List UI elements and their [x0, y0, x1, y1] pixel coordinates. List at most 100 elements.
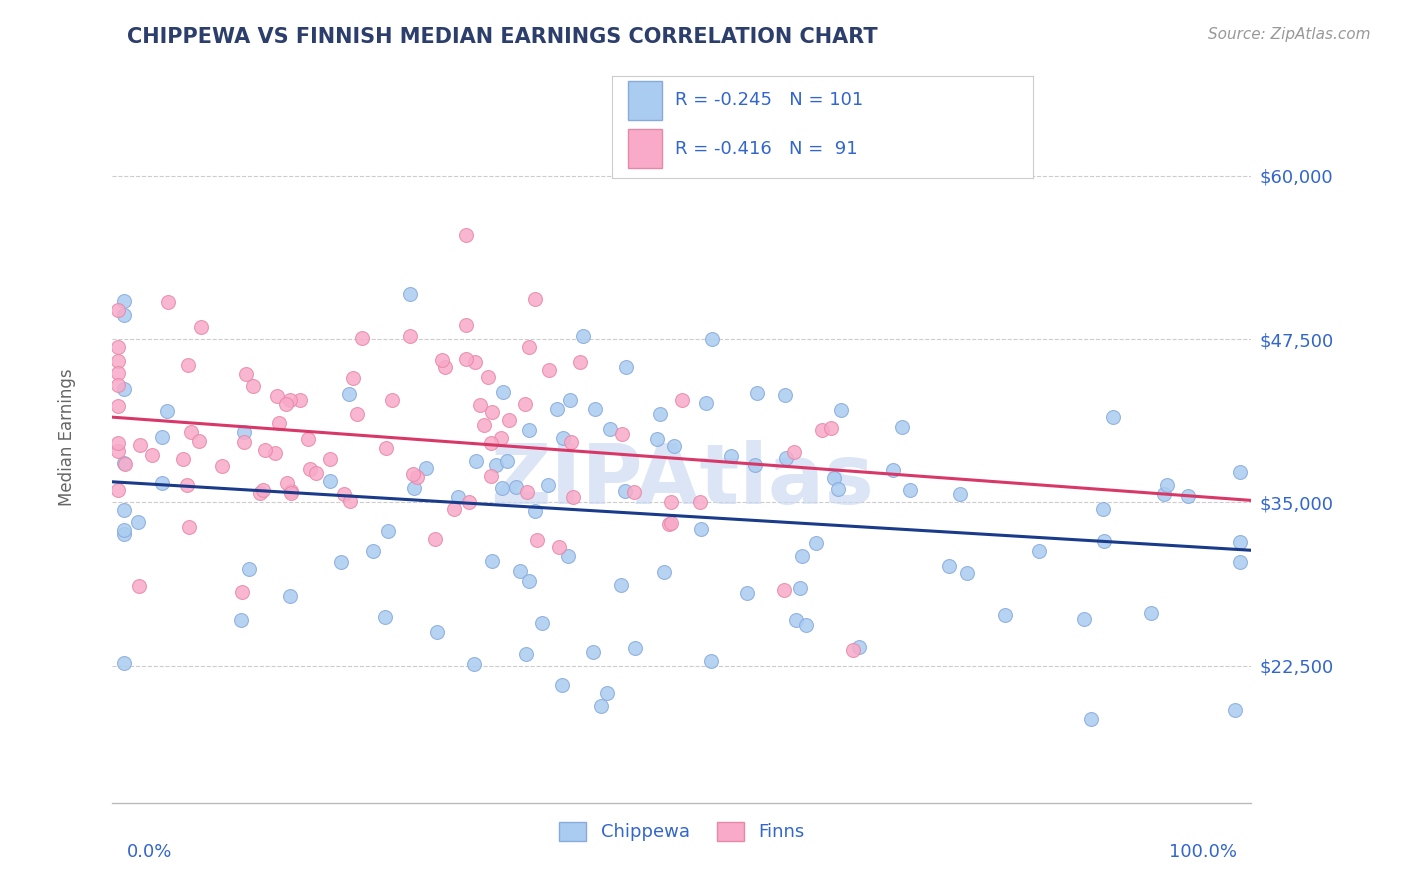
- Point: [1140, 607, 1163, 621]
- Point: [599, 422, 621, 436]
- Point: [553, 431, 575, 445]
- Point: [1223, 703, 1246, 717]
- Point: [536, 478, 558, 492]
- Point: [773, 582, 796, 597]
- Point: [375, 441, 398, 455]
- Point: [648, 408, 671, 422]
- Point: [112, 382, 135, 396]
- Point: [898, 483, 921, 497]
- Point: [463, 657, 485, 672]
- Point: [744, 458, 766, 472]
- Point: [150, 430, 173, 444]
- Point: [994, 607, 1017, 622]
- Point: [150, 475, 173, 490]
- Point: [519, 423, 541, 437]
- Point: [526, 533, 548, 547]
- Point: [280, 483, 302, 498]
- Point: [1073, 612, 1095, 626]
- Point: [107, 483, 129, 497]
- Point: [1156, 477, 1178, 491]
- Point: [454, 318, 477, 332]
- Point: [820, 421, 842, 435]
- Point: [505, 480, 527, 494]
- Point: [337, 387, 360, 401]
- Point: [232, 434, 254, 449]
- Point: [266, 389, 288, 403]
- Point: [470, 398, 492, 412]
- Point: [425, 532, 447, 546]
- Point: [157, 294, 180, 309]
- Point: [548, 540, 571, 554]
- Point: [1028, 543, 1050, 558]
- Point: [582, 644, 605, 658]
- Point: [381, 392, 404, 407]
- Point: [938, 559, 960, 574]
- Point: [179, 425, 201, 439]
- Point: [1080, 712, 1102, 726]
- Point: [530, 616, 553, 631]
- Point: [827, 483, 849, 497]
- Point: [848, 640, 870, 654]
- Point: [1101, 410, 1123, 425]
- Point: [264, 446, 287, 460]
- Point: [689, 495, 711, 509]
- Point: [596, 686, 619, 700]
- Point: [299, 462, 322, 476]
- Point: [489, 431, 512, 445]
- Point: [517, 574, 540, 589]
- Point: [107, 354, 129, 368]
- Point: [107, 436, 129, 450]
- Point: [231, 584, 253, 599]
- Point: [141, 448, 163, 462]
- Point: [659, 516, 682, 531]
- Point: [288, 392, 311, 407]
- Point: [112, 523, 135, 537]
- Point: [458, 495, 481, 509]
- Point: [238, 562, 260, 576]
- Point: [339, 493, 361, 508]
- Point: [509, 564, 531, 578]
- Point: [319, 475, 342, 489]
- Point: [571, 329, 593, 343]
- Point: [456, 352, 478, 367]
- Point: [464, 355, 486, 369]
- Text: CHIPPEWA VS FINNISH MEDIAN EARNINGS CORRELATION CHART: CHIPPEWA VS FINNISH MEDIAN EARNINGS CORR…: [127, 27, 877, 46]
- Point: [342, 371, 364, 385]
- Point: [560, 393, 582, 408]
- Point: [700, 654, 723, 668]
- Point: [114, 457, 136, 471]
- Text: 100.0%: 100.0%: [1170, 843, 1237, 861]
- Point: [319, 452, 342, 467]
- Point: [537, 363, 560, 377]
- Point: [949, 487, 972, 501]
- Point: [720, 449, 742, 463]
- Point: [785, 613, 807, 627]
- Point: [242, 379, 264, 393]
- Point: [128, 579, 150, 593]
- Point: [443, 502, 465, 516]
- Point: [491, 481, 513, 495]
- Point: [477, 370, 499, 384]
- Point: [775, 451, 797, 466]
- Point: [689, 522, 711, 536]
- Point: [498, 413, 520, 427]
- Point: [610, 578, 633, 592]
- Point: [562, 490, 585, 504]
- Point: [107, 399, 129, 413]
- Point: [546, 402, 568, 417]
- Point: [496, 453, 519, 467]
- Point: [128, 438, 150, 452]
- Point: [891, 420, 914, 434]
- Point: [252, 483, 274, 498]
- Point: [773, 388, 796, 402]
- FancyBboxPatch shape: [628, 129, 662, 168]
- Legend: Chippewa, Finns: Chippewa, Finns: [553, 814, 811, 848]
- Point: [107, 367, 129, 381]
- Point: [426, 624, 449, 639]
- Point: [513, 397, 536, 411]
- Point: [187, 434, 209, 448]
- Point: [806, 536, 828, 550]
- Point: [517, 340, 540, 354]
- Point: [830, 403, 852, 417]
- Point: [406, 469, 429, 483]
